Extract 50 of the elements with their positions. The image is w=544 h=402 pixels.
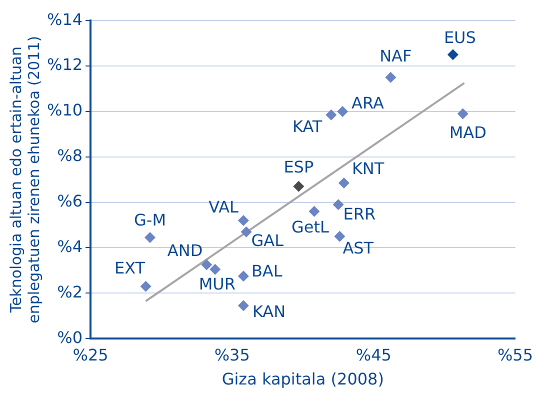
point [210,264,221,275]
point [144,232,156,244]
point [326,109,337,120]
y-tick-label: %12 [47,55,83,74]
y-tick-label: %4 [57,236,83,256]
point [240,226,252,238]
annotation: KNT [352,159,384,178]
point [337,106,348,117]
x-axis-title: Giza kapitala (2008) [222,370,384,389]
annotation: ESP [284,158,314,177]
annotation: EUS [444,28,476,47]
annotation: AND [167,240,203,260]
annotation: MUR [198,274,236,294]
point [332,199,344,210]
annotation: NAF [380,46,412,66]
annotation: VAL [208,198,239,217]
point [238,300,249,312]
annotation: KAT [292,117,322,136]
annotation: ERR [343,204,376,224]
annotation: ARA [352,94,384,113]
y-tick-label: %8 [57,146,83,166]
point [140,280,152,292]
point [457,108,468,120]
point [308,206,320,217]
y-tick-label: %2 [57,282,83,302]
annotation: BAL [251,261,282,280]
x-tick-label: %25 [72,345,108,364]
point [238,214,249,226]
y-tick-label: %10 [47,100,83,120]
point [201,259,212,270]
y-tick-label: %14 [47,10,83,29]
annotation: GAL [251,231,284,250]
point [293,180,304,192]
point [334,230,346,242]
point [338,178,350,189]
x-tick-label: %55 [497,345,533,364]
annotation: G-M [134,210,166,230]
annotation: EXT [114,258,146,278]
point [447,49,458,60]
y-axis-title: Teknologia altuan edo ertain-altuan enplegatuen zirenen ehunekoa (2011) [6,36,43,324]
annotation: MAD [449,122,486,142]
y-tick-label: %6 [57,191,83,210]
x-tick-label: %35 [214,345,250,364]
annotation: GetL [291,218,330,237]
y-tick-label: %0 [57,328,83,347]
x-tick-label: %45 [356,345,392,364]
point [385,72,396,83]
annotation: AST [342,238,374,258]
point [238,270,249,282]
annotation: KAN [252,302,286,321]
